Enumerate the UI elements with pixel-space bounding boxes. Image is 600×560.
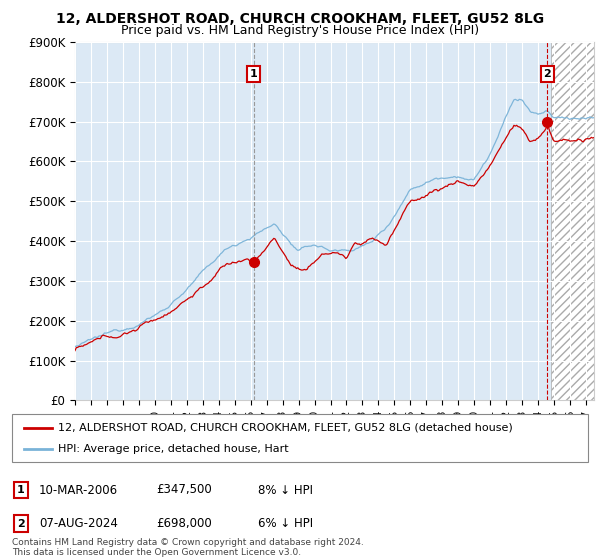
Text: HPI: Average price, detached house, Hart: HPI: Average price, detached house, Hart: [58, 444, 289, 454]
Text: Contains HM Land Registry data © Crown copyright and database right 2024.
This d: Contains HM Land Registry data © Crown c…: [12, 538, 364, 557]
Text: £347,500: £347,500: [156, 483, 212, 497]
Text: 07-AUG-2024: 07-AUG-2024: [39, 517, 118, 530]
Text: 2: 2: [544, 69, 551, 79]
Text: 12, ALDERSHOT ROAD, CHURCH CROOKHAM, FLEET, GU52 8LG: 12, ALDERSHOT ROAD, CHURCH CROOKHAM, FLE…: [56, 12, 544, 26]
Text: 1: 1: [17, 485, 25, 495]
FancyBboxPatch shape: [12, 414, 588, 462]
Text: 8% ↓ HPI: 8% ↓ HPI: [258, 483, 313, 497]
Text: 10-MAR-2006: 10-MAR-2006: [39, 483, 118, 497]
Text: 1: 1: [250, 69, 257, 79]
Text: 12, ALDERSHOT ROAD, CHURCH CROOKHAM, FLEET, GU52 8LG (detached house): 12, ALDERSHOT ROAD, CHURCH CROOKHAM, FLE…: [58, 423, 513, 433]
Text: 6% ↓ HPI: 6% ↓ HPI: [258, 517, 313, 530]
Text: £698,000: £698,000: [156, 517, 212, 530]
Text: 2: 2: [17, 519, 25, 529]
Text: Price paid vs. HM Land Registry's House Price Index (HPI): Price paid vs. HM Land Registry's House …: [121, 24, 479, 36]
